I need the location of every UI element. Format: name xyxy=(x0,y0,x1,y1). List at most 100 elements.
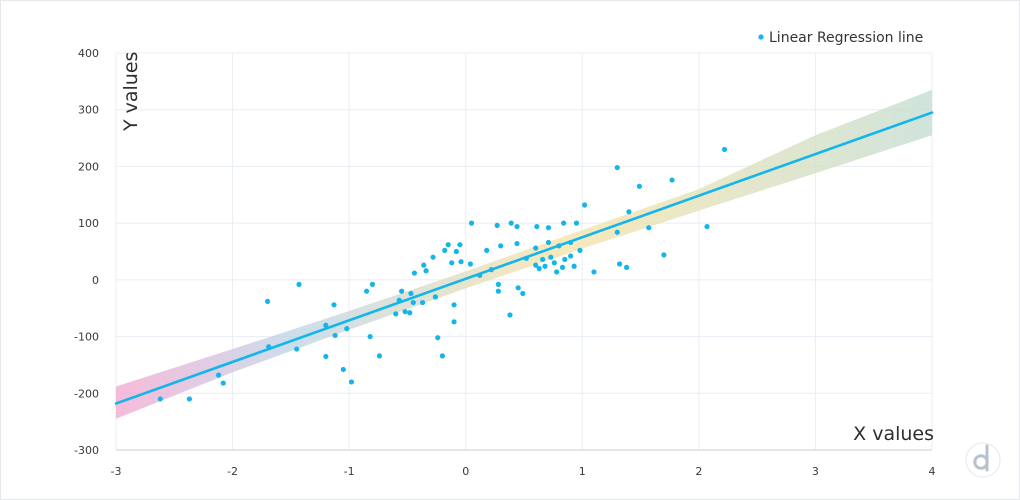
data-point xyxy=(411,270,418,276)
data-point xyxy=(554,269,560,275)
data-point xyxy=(376,353,383,359)
data-point xyxy=(514,240,520,247)
brand-logo xyxy=(965,442,1001,478)
y-tick-label: 400 xyxy=(78,47,99,60)
data-point xyxy=(515,285,521,291)
data-point xyxy=(545,239,552,246)
data-point xyxy=(348,379,355,385)
data-point xyxy=(407,310,413,316)
data-point xyxy=(626,209,632,215)
data-point xyxy=(294,346,300,352)
data-point xyxy=(344,326,350,332)
grid xyxy=(115,52,933,451)
data-point xyxy=(591,269,597,275)
tick-labels: -3 -2 -1 0 1 2 3 4 -300 -200 -100 0 100 200 300 400 xyxy=(74,47,935,478)
confidence-band xyxy=(116,89,932,419)
x-tick-label: 3 xyxy=(812,465,819,478)
data-point xyxy=(396,297,402,303)
data-point xyxy=(332,332,338,339)
data-point xyxy=(323,353,329,360)
data-point xyxy=(616,261,623,267)
data-point xyxy=(445,242,451,248)
data-point xyxy=(408,290,414,297)
data-point xyxy=(488,267,494,273)
data-point xyxy=(468,220,475,226)
data-point xyxy=(423,268,429,274)
data-point xyxy=(451,302,457,308)
data-point xyxy=(582,202,588,208)
x-tick-label: 4 xyxy=(929,465,936,478)
data-point xyxy=(514,223,520,230)
data-point xyxy=(439,353,445,359)
data-point xyxy=(533,245,539,251)
data-point xyxy=(451,319,457,325)
data-point xyxy=(364,288,370,294)
data-point xyxy=(457,242,463,248)
data-point xyxy=(458,259,464,265)
x-tick-label: 2 xyxy=(695,465,702,478)
data-point xyxy=(542,263,548,269)
y-tick-label: -100 xyxy=(74,331,99,344)
data-point xyxy=(157,396,163,402)
data-point xyxy=(494,222,500,229)
data-point xyxy=(646,225,652,231)
y-tick-label: 200 xyxy=(78,160,99,173)
data-point xyxy=(562,256,568,263)
x-tick-label: -2 xyxy=(227,465,238,478)
legend: Linear Regression line xyxy=(758,30,923,46)
data-point xyxy=(508,220,514,226)
data-point xyxy=(545,225,552,231)
y-tick-label: -200 xyxy=(74,387,99,400)
data-point xyxy=(623,264,630,270)
data-point xyxy=(669,177,675,183)
data-point xyxy=(266,344,272,350)
data-point xyxy=(520,290,526,297)
data-point xyxy=(331,302,337,308)
data-point xyxy=(477,272,483,278)
data-point xyxy=(220,380,226,386)
data-point xyxy=(568,253,574,259)
logo-icon xyxy=(965,442,1001,478)
data-point xyxy=(367,333,373,340)
data-point xyxy=(435,335,441,341)
data-point xyxy=(430,254,436,260)
y-tick-label: 0 xyxy=(92,274,99,287)
data-point xyxy=(498,243,504,249)
data-point xyxy=(453,248,459,255)
y-axis-label: Y values xyxy=(120,52,142,132)
data-point xyxy=(495,288,501,294)
data-point xyxy=(533,262,539,268)
legend-marker xyxy=(758,34,764,40)
data-point xyxy=(614,229,620,235)
data-point xyxy=(264,298,271,305)
data-point xyxy=(661,252,667,258)
data-point xyxy=(410,299,416,306)
data-point xyxy=(571,263,577,269)
data-point xyxy=(540,256,546,263)
data-point xyxy=(561,220,567,226)
data-point xyxy=(614,164,620,171)
data-point xyxy=(442,247,448,253)
data-point xyxy=(215,372,222,378)
data-point xyxy=(704,223,710,230)
y-tick-label: 300 xyxy=(78,104,99,117)
data-point xyxy=(507,312,513,318)
data-point xyxy=(548,254,554,260)
confidence-band-layer xyxy=(116,89,932,419)
data-point xyxy=(551,260,557,266)
data-point xyxy=(467,261,473,267)
data-point xyxy=(534,223,540,230)
x-tick-label: 0 xyxy=(462,465,469,478)
data-point xyxy=(369,281,376,287)
x-tick-label: 1 xyxy=(579,465,586,478)
data-point xyxy=(556,243,562,249)
x-axis-label: X values xyxy=(853,423,934,445)
data-point xyxy=(577,247,583,253)
data-point xyxy=(393,311,399,317)
data-point xyxy=(636,183,643,189)
data-point xyxy=(432,294,439,300)
data-point xyxy=(495,281,501,287)
data-point xyxy=(419,299,426,306)
